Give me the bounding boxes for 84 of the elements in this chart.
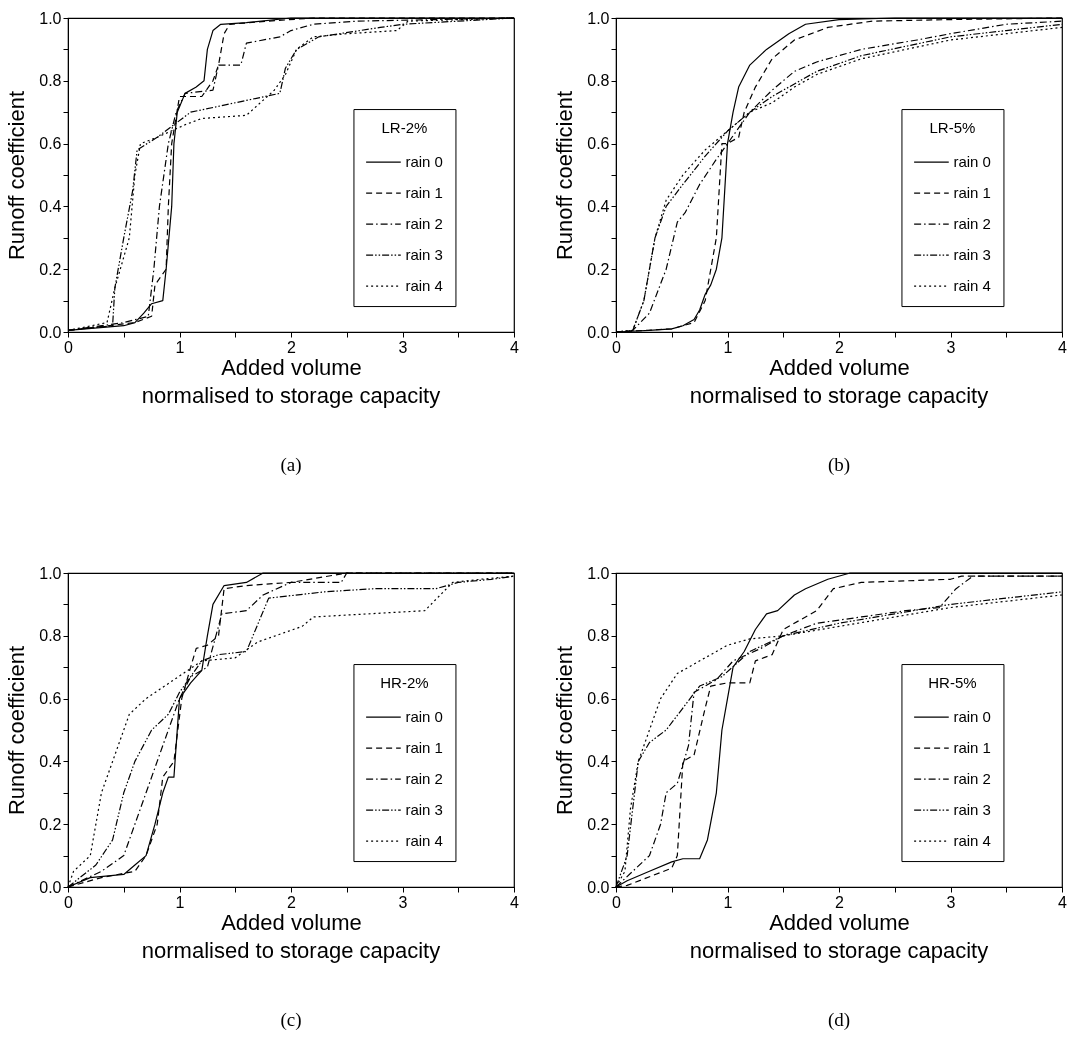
- legend-label: rain 2: [953, 215, 991, 233]
- x-tick-label: 4: [1058, 893, 1068, 911]
- y-axis-title: Runoff coefficient: [552, 90, 578, 261]
- y-tick-label: 0.2: [587, 260, 610, 278]
- legend-label: rain 2: [405, 770, 443, 788]
- legend-label: rain 0: [405, 153, 443, 171]
- y-tick-label: 1.0: [39, 564, 62, 582]
- y-tick-label: 0.8: [587, 72, 610, 90]
- y-tick-label: 0.6: [39, 690, 62, 708]
- x-axis-title: Added volume: [769, 354, 910, 380]
- legend-title: HR-2%: [380, 674, 429, 692]
- x-axis-title: Added volume: [221, 909, 362, 935]
- y-axis-title: Runoff coefficient: [4, 90, 30, 261]
- y-axis-title: Runoff coefficient: [4, 645, 30, 816]
- legend-label: rain 4: [953, 832, 991, 850]
- legend-label: rain 3: [405, 246, 443, 264]
- text: (c): [280, 1009, 302, 1031]
- x-tick-label: 4: [510, 338, 520, 356]
- legend-label: rain 4: [405, 832, 443, 850]
- legend-title: LR-2%: [381, 119, 428, 137]
- x-tick-label: 0: [612, 893, 622, 911]
- text: normalised to storage capacity: [689, 383, 989, 408]
- x-axis-title: Added volume: [769, 909, 910, 935]
- y-tick-label: 0.8: [39, 627, 62, 645]
- x-tick-label: 1: [723, 338, 733, 356]
- y-tick-label: 0.0: [587, 323, 610, 341]
- y-tick-label: 0.6: [587, 690, 610, 708]
- legend-label: rain 0: [405, 708, 443, 726]
- legend-label: rain 1: [953, 184, 991, 202]
- x-tick-label: 1: [723, 893, 733, 911]
- x-tick-label: 2: [835, 338, 845, 356]
- x-tick-label: 3: [946, 893, 956, 911]
- legend-label: rain 1: [405, 739, 443, 757]
- text: normalised to storage capacity: [689, 938, 989, 963]
- x-tick-label: 2: [287, 338, 297, 356]
- legend-label: rain 0: [953, 708, 991, 726]
- legend-label: rain 4: [405, 277, 443, 295]
- legend-label: rain 2: [953, 770, 991, 788]
- y-tick-label: 1.0: [39, 9, 62, 27]
- legend-title: LR-5%: [929, 119, 976, 137]
- x-tick-label: 2: [287, 893, 297, 911]
- text: (d): [827, 1009, 851, 1031]
- y-tick-label: 0.2: [587, 815, 610, 833]
- x-tick-label: 3: [398, 338, 408, 356]
- y-tick-label: 0.0: [587, 878, 610, 896]
- x-tick-label: 1: [175, 893, 185, 911]
- legend-label: rain 1: [405, 184, 443, 202]
- y-axis-title: Runoff coefficient: [552, 645, 578, 816]
- legend-label: rain 2: [405, 215, 443, 233]
- legend-label: rain 1: [953, 739, 991, 757]
- text: (b): [827, 454, 851, 476]
- y-tick-label: 1.0: [587, 564, 610, 582]
- y-tick-label: 1.0: [587, 9, 610, 27]
- x-tick-label: 1: [175, 338, 185, 356]
- legend-label: rain 4: [953, 277, 991, 295]
- y-tick-label: 0.8: [587, 627, 610, 645]
- text: normalised to storage capacity: [141, 938, 441, 963]
- y-tick-label: 0.8: [39, 72, 62, 90]
- legend-label: rain 0: [953, 153, 991, 171]
- legend-label: rain 3: [953, 246, 991, 264]
- legend-label: rain 3: [405, 801, 443, 819]
- y-tick-label: 0.6: [39, 135, 62, 153]
- y-tick-label: 0.4: [39, 197, 62, 215]
- x-tick-label: 0: [612, 338, 622, 356]
- x-tick-label: 4: [1058, 338, 1068, 356]
- legend-title: HR-5%: [928, 674, 977, 692]
- x-tick-label: 4: [510, 893, 520, 911]
- y-tick-label: 0.0: [39, 323, 62, 341]
- y-tick-label: 0.2: [39, 815, 62, 833]
- y-tick-label: 0.6: [587, 135, 610, 153]
- y-tick-label: 0.2: [39, 260, 62, 278]
- x-tick-label: 0: [64, 893, 74, 911]
- x-tick-label: 0: [64, 338, 74, 356]
- y-tick-label: 0.0: [39, 878, 62, 896]
- y-tick-label: 0.4: [587, 752, 610, 770]
- y-tick-label: 0.4: [39, 752, 62, 770]
- x-axis-title: Added volume: [221, 354, 362, 380]
- text: (a): [280, 454, 302, 476]
- x-tick-label: 3: [946, 338, 956, 356]
- x-tick-label: 2: [835, 893, 845, 911]
- legend-label: rain 3: [953, 801, 991, 819]
- text: normalised to storage capacity: [141, 383, 441, 408]
- y-tick-label: 0.4: [587, 197, 610, 215]
- x-tick-label: 3: [398, 893, 408, 911]
